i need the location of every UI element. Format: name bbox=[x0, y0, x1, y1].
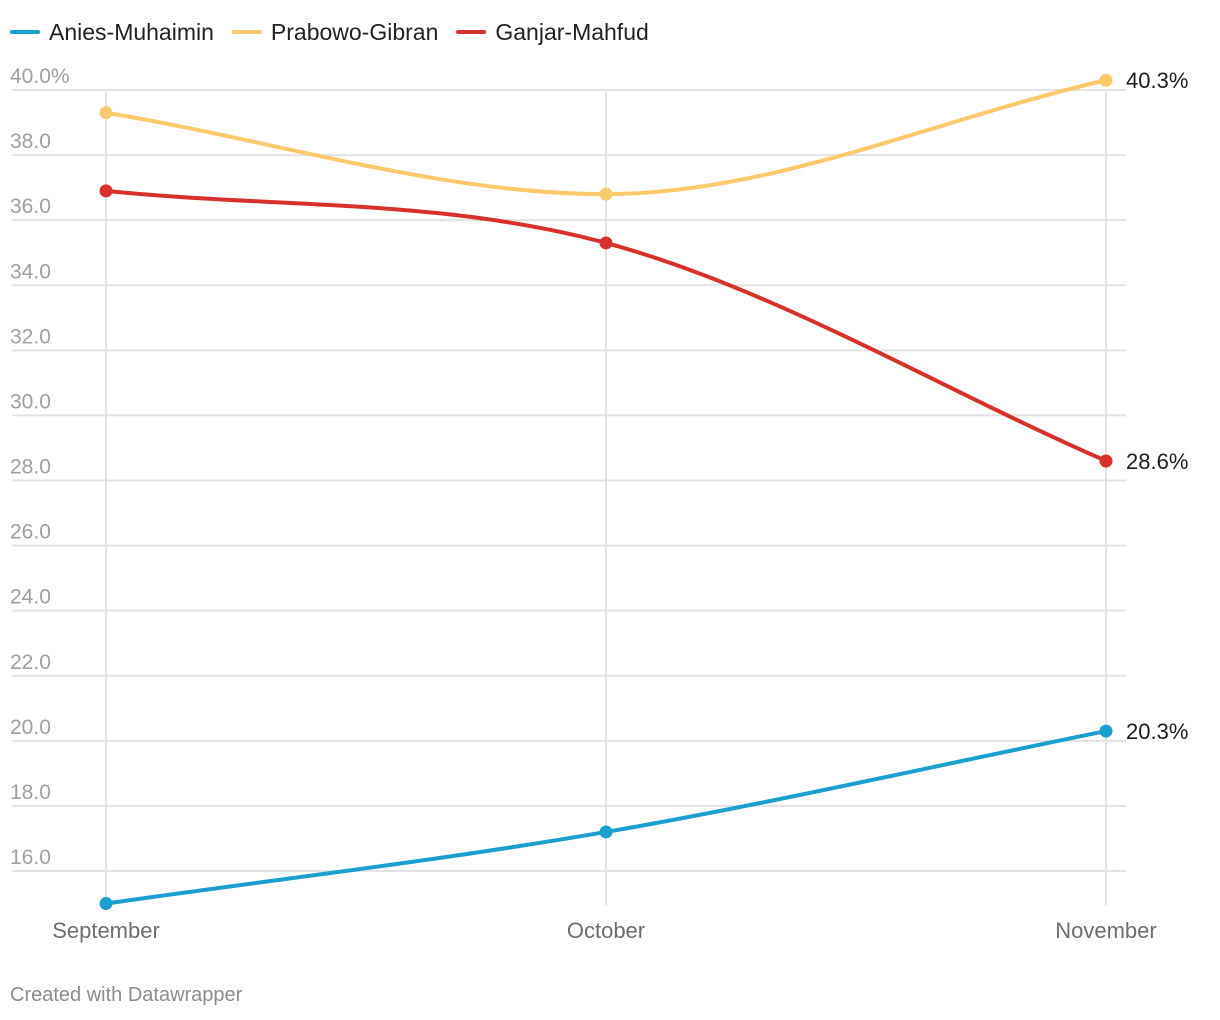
y-axis-labels: 40.0% 38.0 36.0 34.0 32.0 30.0 28.0 26.0 24.0 22.… bbox=[10, 65, 70, 869]
x-tick-label: October bbox=[567, 918, 645, 943]
data-point bbox=[99, 106, 113, 120]
x-tick-label: September bbox=[52, 918, 160, 943]
legend-swatch bbox=[10, 30, 40, 34]
data-point bbox=[599, 825, 613, 839]
end-value-label: 20.3% bbox=[1126, 719, 1188, 744]
y-tick-label: 18.0 bbox=[10, 781, 51, 804]
legend-label: Anies-Muhaimin bbox=[49, 18, 214, 45]
data-point bbox=[99, 184, 113, 198]
data-point bbox=[599, 187, 613, 201]
y-gridlines bbox=[12, 89, 1126, 872]
end-value-label: 28.6% bbox=[1126, 449, 1188, 474]
y-tick-label: 26.0 bbox=[10, 521, 51, 544]
end-value-label: 40.3% bbox=[1126, 68, 1188, 93]
data-point bbox=[1099, 724, 1113, 738]
legend-item: Ganjar-Mahfud bbox=[456, 18, 649, 46]
legend: Anies-Muhaimin Prabowo-Gibran Ganjar-Mahfu… bbox=[10, 14, 649, 50]
end-labels: 20.3% 40.3% 28.6% bbox=[1126, 68, 1188, 744]
y-tick-label: 22.0 bbox=[10, 651, 51, 674]
y-tick-label: 34.0 bbox=[10, 260, 51, 283]
data-point bbox=[599, 236, 613, 250]
x-gridlines bbox=[105, 90, 1107, 905]
legend-label: Prabowo-Gibran bbox=[270, 18, 439, 45]
data-point bbox=[99, 897, 113, 911]
legend-swatch bbox=[231, 30, 262, 34]
legend-label: Ganjar-Mahfud bbox=[495, 18, 649, 45]
y-tick-label: 40.0% bbox=[10, 65, 70, 88]
credit-text: Created with Datawrapper bbox=[10, 984, 243, 1006]
legend-item: Anies-Muhaimin bbox=[10, 19, 214, 46]
data-point bbox=[1099, 73, 1113, 87]
y-tick-label: 20.0 bbox=[10, 716, 51, 739]
x-axis-labels: September October November bbox=[52, 918, 1157, 943]
data-point bbox=[1099, 454, 1113, 468]
y-tick-label: 36.0 bbox=[10, 195, 51, 218]
legend-item: Prabowo-Gibran bbox=[231, 18, 439, 46]
y-tick-label: 32.0 bbox=[10, 325, 51, 348]
series-points bbox=[99, 73, 1113, 911]
y-tick-label: 28.0 bbox=[10, 456, 51, 479]
legend-swatch bbox=[456, 30, 487, 34]
y-tick-label: 30.0 bbox=[10, 390, 51, 413]
y-tick-label: 24.0 bbox=[10, 586, 51, 609]
y-tick-label: 38.0 bbox=[10, 130, 51, 153]
x-tick-label: November bbox=[1055, 918, 1156, 943]
y-tick-label: 16.0 bbox=[10, 846, 51, 869]
